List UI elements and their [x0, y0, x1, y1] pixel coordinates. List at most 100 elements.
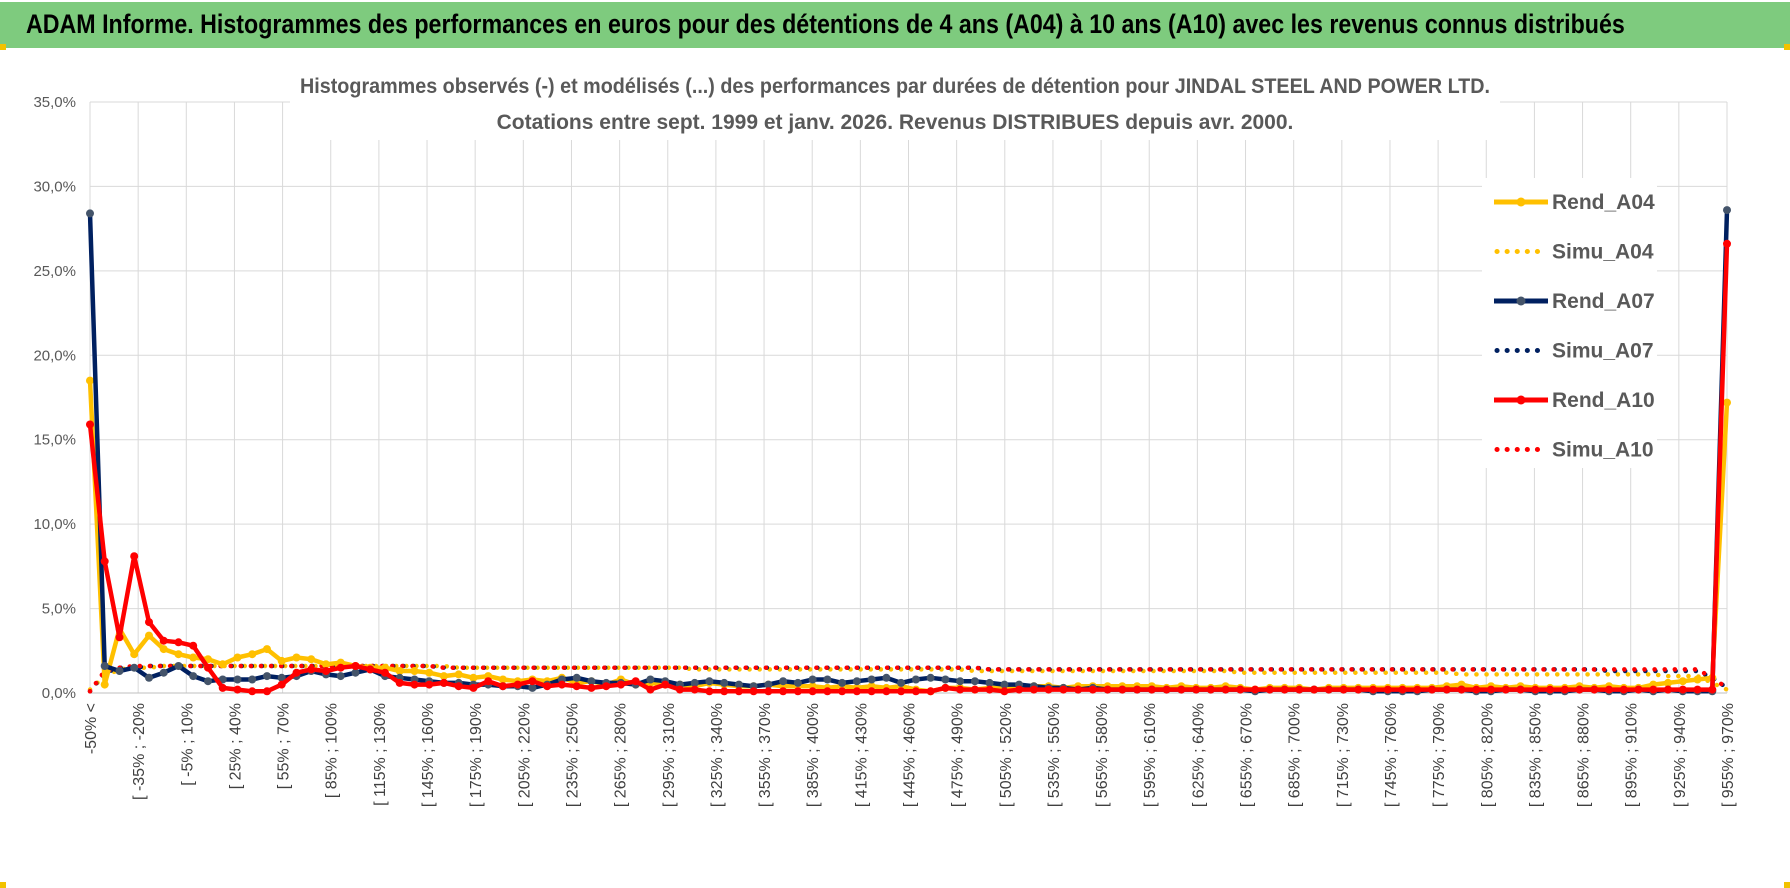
- y-tick-label: 20,0%: [33, 347, 76, 364]
- data-point: [159, 645, 168, 654]
- data-point: [439, 678, 448, 687]
- grid-lines: [89, 101, 1728, 694]
- data-point: [882, 673, 891, 682]
- data-point: [926, 687, 935, 696]
- data-point: [1147, 685, 1156, 694]
- corner-mark: [0, 882, 6, 888]
- data-point: [720, 678, 729, 687]
- legend-label: Rend_A10: [1552, 389, 1655, 412]
- data-point: [705, 687, 714, 696]
- data-point: [322, 660, 330, 669]
- data-point: [1000, 687, 1009, 696]
- data-point: [395, 667, 404, 675]
- data-point: [897, 678, 906, 687]
- data-point: [734, 680, 743, 689]
- x-tick-label: -50% <: [83, 703, 100, 754]
- data-point: [1693, 685, 1702, 694]
- data-point: [1619, 685, 1628, 694]
- data-point: [1310, 685, 1319, 694]
- data-point: [174, 662, 183, 670]
- data-point: [734, 687, 743, 696]
- x-tick-label: [ 805% ; 820%: [1479, 703, 1496, 807]
- data-point: [956, 677, 965, 686]
- data-point: [204, 663, 212, 672]
- chart-subtitle: Cotations entre sept. 1999 et janv. 2026…: [497, 111, 1294, 134]
- data-point: [410, 667, 419, 675]
- data-point: [749, 687, 758, 696]
- y-tick-label: 15,0%: [33, 432, 76, 449]
- data-point: [100, 557, 109, 566]
- x-tick-label: [ 145% ; 160%: [420, 703, 437, 807]
- y-tick-label: 30,0%: [33, 178, 76, 195]
- header-banner: ADAM Informe. Histogrammes des performan…: [0, 2, 1790, 48]
- data-point: [218, 660, 227, 669]
- legend-item: Simu_A04: [1494, 241, 1654, 264]
- legend-item: Simu_A10: [1494, 439, 1654, 462]
- y-tick-label: 5,0%: [42, 601, 76, 618]
- data-point: [720, 687, 729, 696]
- data-point: [498, 675, 507, 684]
- data-point: [1251, 685, 1260, 694]
- x-tick-label: [ 205% ; 220%: [516, 703, 533, 807]
- data-point: [1457, 685, 1466, 694]
- data-point: [646, 685, 655, 694]
- series-rend-a10: [86, 239, 1731, 696]
- data-point: [1664, 685, 1672, 694]
- legend-label: Simu_A04: [1552, 241, 1654, 264]
- data-point: [587, 683, 596, 692]
- data-point: [528, 677, 537, 686]
- data-point: [1103, 685, 1112, 694]
- x-tick-label: [ 505% ; 520%: [998, 703, 1015, 807]
- x-tick-label: [ 775% ; 790%: [1431, 703, 1448, 807]
- x-tick-label: [ 595% ; 610%: [1142, 703, 1159, 807]
- data-point: [1162, 685, 1171, 694]
- data-point: [130, 650, 139, 659]
- data-point: [646, 675, 655, 684]
- data-point: [808, 687, 817, 696]
- data-point: [1693, 675, 1702, 684]
- data-point: [513, 680, 522, 689]
- chart-title: Histogrammes observés (-) et modélisés (…: [300, 75, 1490, 98]
- data-point: [130, 552, 139, 561]
- y-tick-label: 0,0%: [42, 685, 76, 702]
- data-point: [1708, 685, 1717, 694]
- x-tick-label: [ 865% ; 880%: [1576, 703, 1593, 807]
- x-tick-label: [ 115% ; 130%: [372, 703, 389, 806]
- data-point: [410, 680, 419, 689]
- data-point: [572, 682, 581, 691]
- data-point: [1324, 685, 1333, 694]
- data-point: [351, 668, 360, 677]
- data-point: [189, 672, 198, 681]
- x-tick-label: [ 325% ; 340%: [709, 703, 726, 807]
- x-tick-label: [ 835% ; 850%: [1527, 703, 1544, 807]
- data-point: [1413, 685, 1422, 694]
- x-tick-label: [ 25% ; 40%: [227, 703, 244, 789]
- data-point: [897, 687, 906, 696]
- data-point: [277, 680, 286, 689]
- data-point: [1487, 685, 1495, 694]
- y-axis: 0,0% 5,0% 10,0% 15,0% 20,0% 25,0% 30,0% 35,0%: [33, 94, 76, 702]
- data-point: [1280, 685, 1289, 694]
- data-point: [1442, 685, 1451, 694]
- x-tick-label: [ 655% ; 670%: [1239, 703, 1256, 807]
- data-point: [189, 641, 198, 650]
- data-point: [115, 667, 124, 675]
- data-point: [439, 672, 448, 681]
- y-tick-label: 35,0%: [33, 94, 76, 111]
- x-tick-label: [ 925% ; 940%: [1672, 703, 1689, 807]
- data-point: [867, 675, 876, 684]
- x-tick-label: [ 385% ; 400%: [805, 703, 822, 807]
- data-point: [661, 680, 670, 689]
- data-point: [454, 670, 463, 679]
- data-point: [1575, 685, 1584, 694]
- legend-item: Rend_A10: [1494, 389, 1655, 412]
- data-point: [1590, 685, 1599, 694]
- data-point: [675, 685, 684, 694]
- data-point: [793, 678, 802, 687]
- data-point: [100, 680, 109, 689]
- x-tick-label: [ -5% ; 10%: [179, 703, 196, 786]
- data-point: [1354, 685, 1363, 694]
- series-line: [87, 663, 1730, 692]
- data-point: [86, 209, 94, 218]
